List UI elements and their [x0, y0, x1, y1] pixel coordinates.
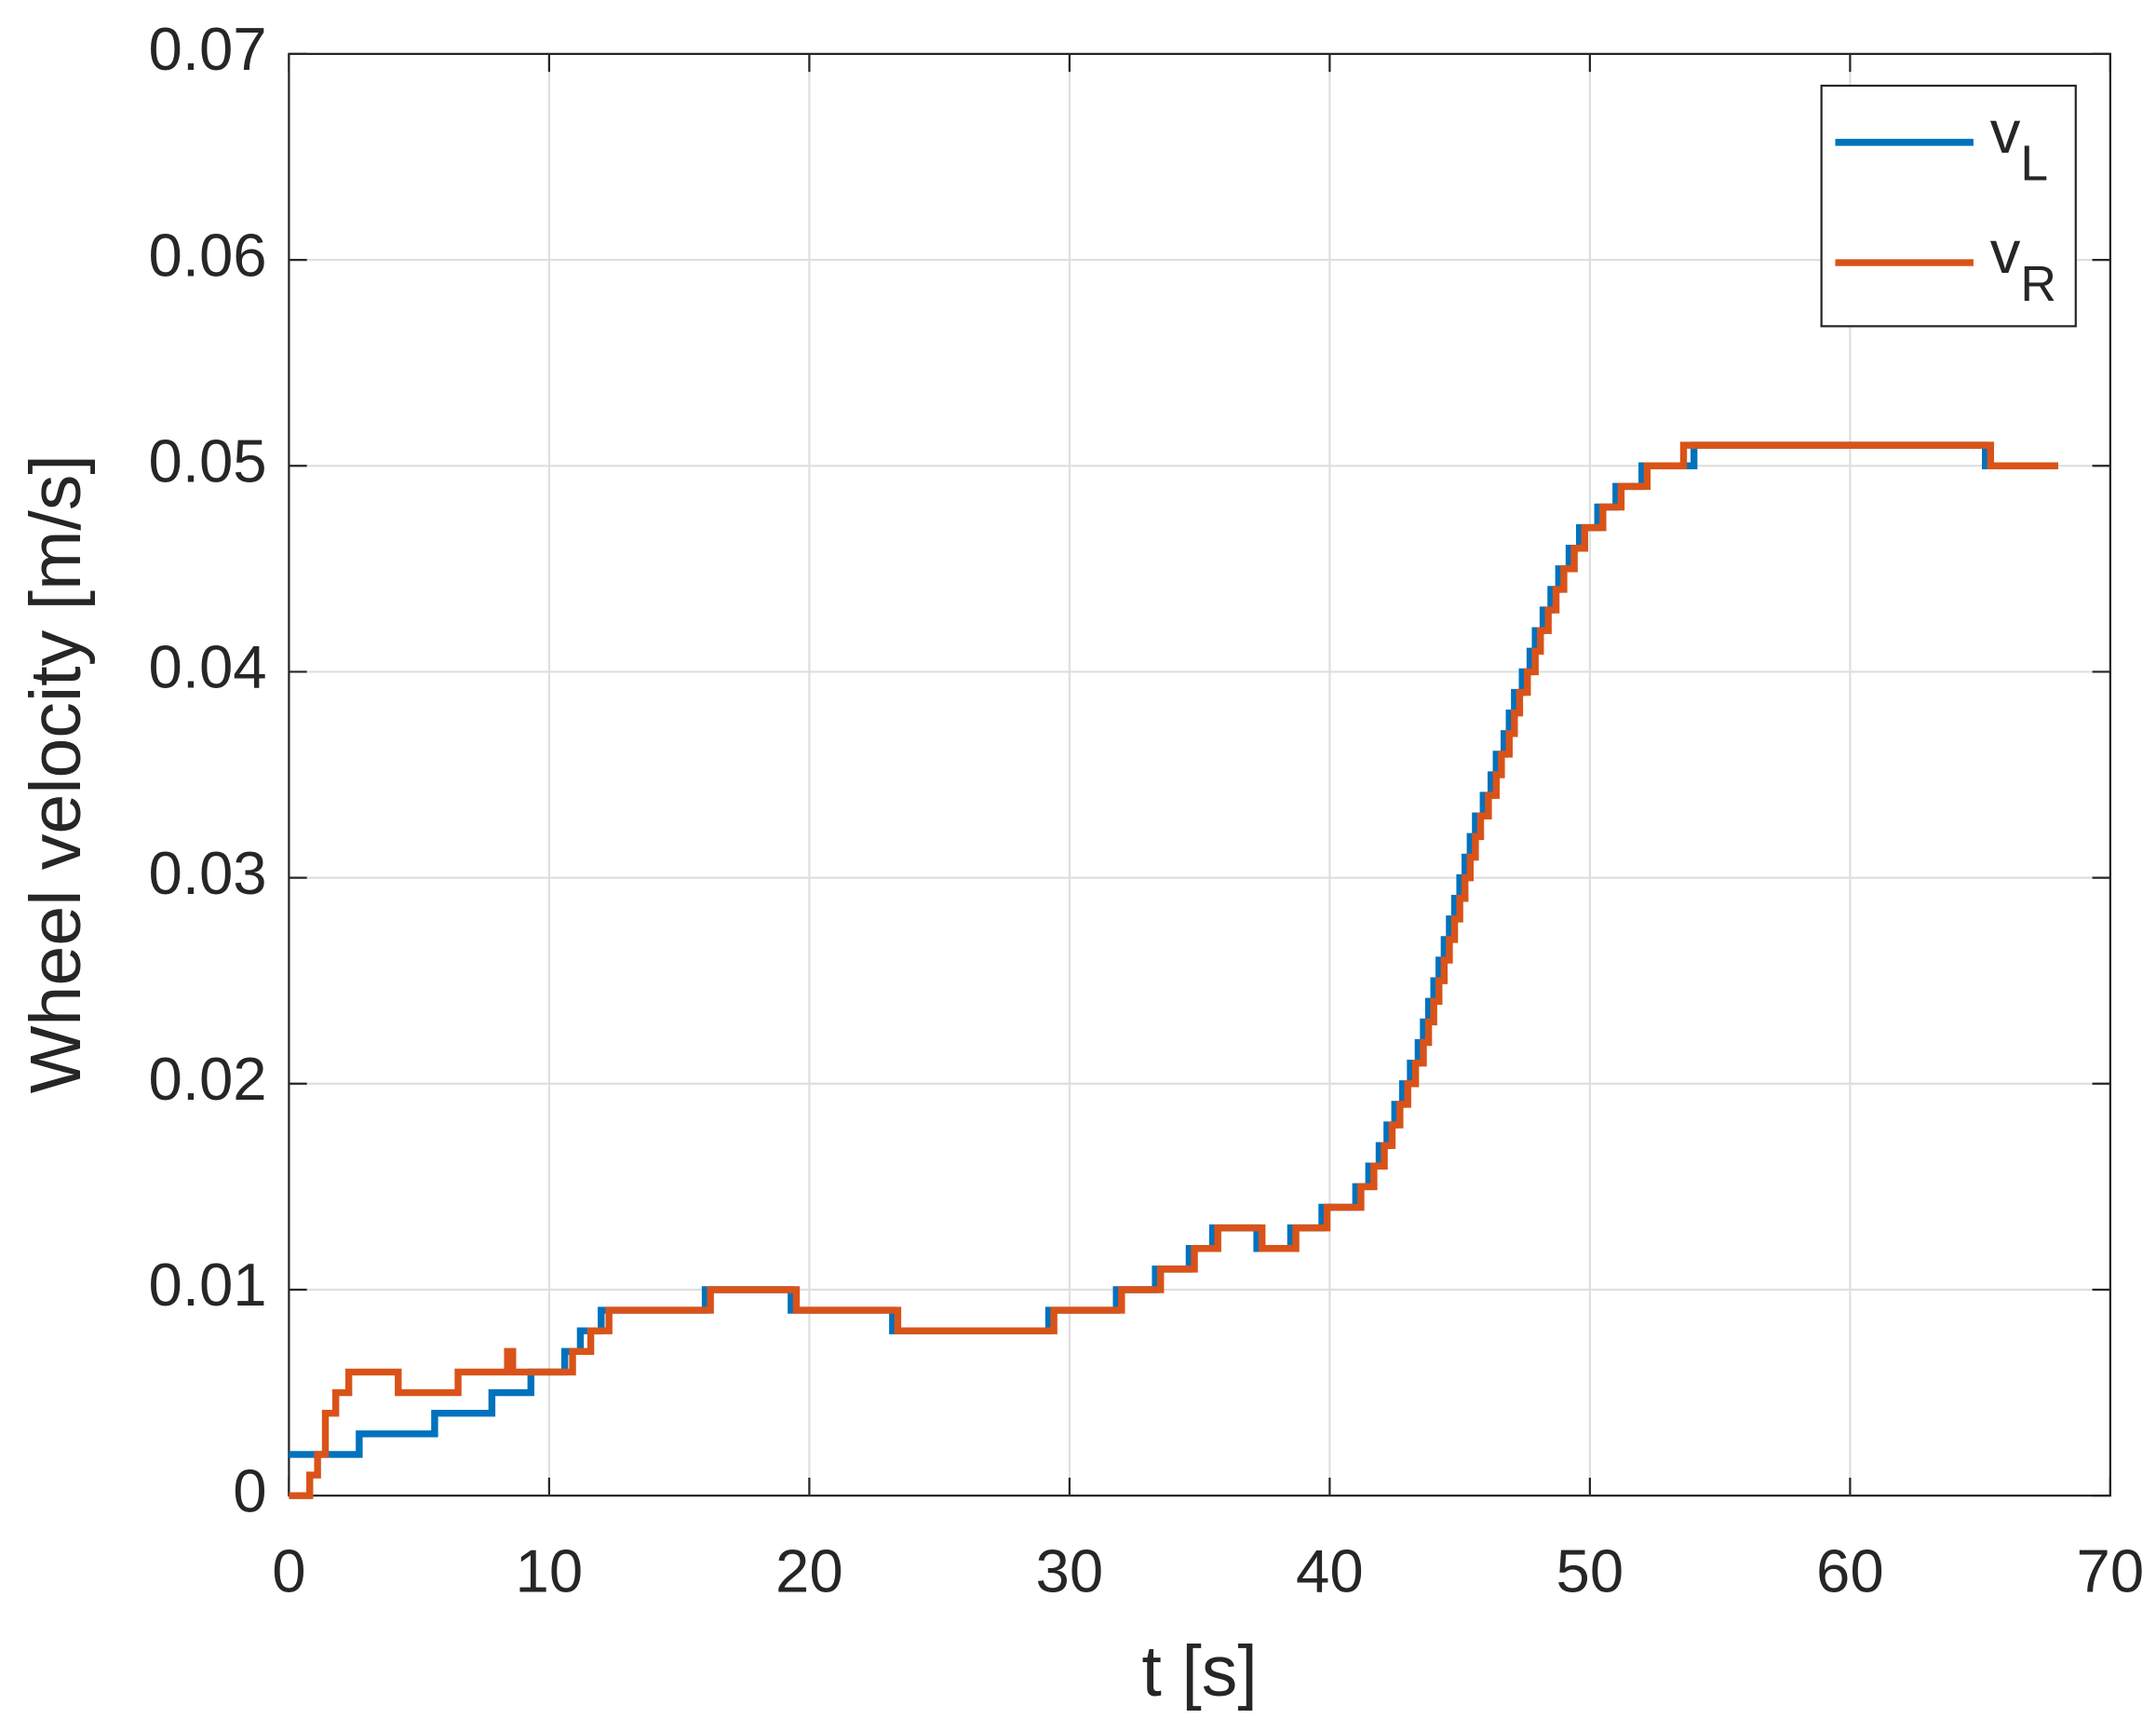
y-tick-label: 0	[233, 1456, 266, 1524]
x-tick-label: 0	[272, 1537, 305, 1605]
x-tick-label: 60	[1816, 1537, 1884, 1605]
x-tick-label: 40	[1296, 1537, 1364, 1605]
y-tick-label: 0.05	[149, 427, 267, 495]
y-axis-label: Wheel velocity [m/s]	[16, 454, 96, 1093]
legend-box	[1820, 84, 2077, 328]
y-tick-label: 0.04	[149, 633, 267, 701]
y-tick-label: 0.01	[149, 1251, 267, 1319]
y-tick-label: 0.07	[149, 15, 267, 83]
x-tick-label: 30	[1036, 1537, 1104, 1605]
x-tick-label: 10	[516, 1537, 584, 1605]
x-tick-label: 70	[2077, 1537, 2145, 1605]
data-line	[289, 441, 2058, 1499]
y-tick-label: 0.02	[149, 1045, 267, 1113]
legend-label: vL	[1990, 98, 2048, 192]
x-axis-label: t [s]	[1141, 1631, 1257, 1712]
legend: vL vR	[1820, 84, 2077, 328]
legend-label: vR	[1990, 218, 2056, 312]
y-tick-label: 0.03	[149, 839, 267, 907]
plot-frame	[288, 52, 2111, 1497]
y-tick-label: 0.06	[149, 221, 267, 289]
x-tick-label: 20	[775, 1537, 843, 1605]
x-tick-label: 50	[1556, 1537, 1624, 1605]
